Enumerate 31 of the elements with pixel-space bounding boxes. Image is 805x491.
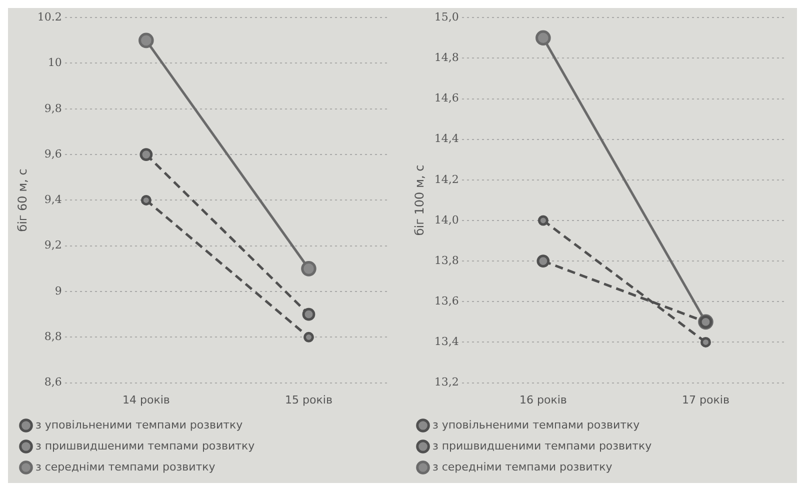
legend-label: з уповільненими темпами розвитку <box>36 418 244 432</box>
y-axis-title: біг 100 м, с <box>412 164 426 236</box>
y-tick-label: 10 <box>48 56 62 70</box>
y-tick-label: 14,2 <box>434 172 459 186</box>
legend-label: з середніми темпами розвитку <box>36 460 216 474</box>
y-tick-label: 14,8 <box>434 51 459 64</box>
x-tick-label: 16 років <box>519 393 567 406</box>
x-tick-label: 14 років <box>122 393 170 406</box>
y-tick-label: 9,2 <box>44 238 62 252</box>
y-tick-label: 13,2 <box>434 376 459 389</box>
legend-label: з пришвидшеними темпами розвитку <box>36 439 256 452</box>
y-tick-label: 9,6 <box>44 147 62 160</box>
y-tick-label: 9,8 <box>44 102 62 115</box>
y-tick-label: 13,4 <box>434 335 459 348</box>
y-tick-label: 8,6 <box>44 376 62 389</box>
legend-label: з пришвидшеними темпами розвитку <box>432 439 652 452</box>
y-tick-label: 10.2 <box>37 10 62 24</box>
x-tick-label: 17 років <box>682 393 730 406</box>
legend-label: з середніми темпами розвитку <box>432 460 613 474</box>
y-tick-label: 14,6 <box>434 92 459 105</box>
y-tick-label: 9,4 <box>44 193 62 206</box>
x-tick-label: 15 років <box>285 393 332 406</box>
y-tick-label: 9 <box>54 284 62 298</box>
y-tick-label: 14,0 <box>434 213 459 226</box>
y-axis-title: біг 60 м, с <box>15 168 30 232</box>
y-tick-label: 13,6 <box>434 294 459 308</box>
y-tick-label: 13,8 <box>434 254 459 267</box>
y-tick-label: 8,8 <box>44 330 62 344</box>
y-tick-label: 15,0 <box>434 10 459 24</box>
y-tick-label: 14,4 <box>434 132 459 146</box>
legend-label: з уповільненими темпами розвитку <box>432 418 640 432</box>
